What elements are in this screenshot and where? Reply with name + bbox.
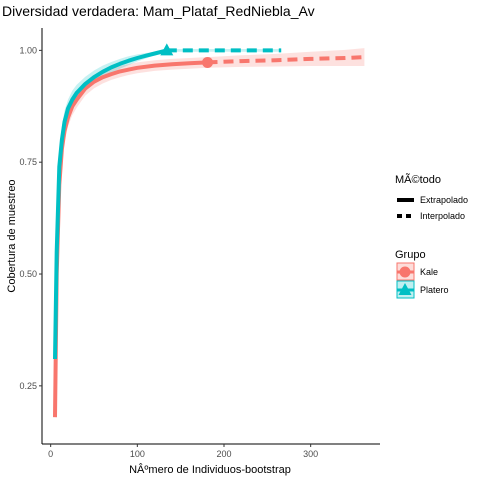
legend-group-label: Kale bbox=[420, 267, 438, 277]
legend: MÃ©todo Extrapolado Interpolado Grupo Kal… bbox=[395, 173, 468, 298]
x-tick-label: 100 bbox=[130, 449, 145, 459]
x-axis-ticks: 0 100 200 300 bbox=[48, 444, 318, 459]
x-axis-title: NÂºmero de Individuos-bootstrap bbox=[129, 463, 291, 476]
legend-method-label: Extrapolado bbox=[420, 195, 468, 205]
line-solid-kale bbox=[55, 62, 208, 417]
y-tick-label: 0.50 bbox=[19, 269, 37, 279]
legend-group-marker-kale bbox=[400, 267, 411, 278]
y-tick-label: 0.75 bbox=[19, 157, 37, 167]
observed-point-kale bbox=[202, 57, 213, 68]
band-kale bbox=[55, 48, 364, 419]
legend-method-items: Extrapolado Interpolado bbox=[397, 195, 468, 221]
y-tick-label: 1.00 bbox=[19, 45, 37, 55]
y-axis-title: Cobertura de muestreo bbox=[6, 179, 18, 292]
confidence-bands bbox=[55, 48, 364, 419]
legend-group-title: Grupo bbox=[395, 249, 426, 261]
legend-method-label: Interpolado bbox=[420, 211, 465, 221]
band-platero bbox=[55, 49, 281, 364]
chart-title: Diversidad verdadera: Mam_Plataf_RedNieb… bbox=[2, 3, 315, 19]
series-lines bbox=[55, 50, 364, 417]
x-tick-label: 200 bbox=[216, 449, 231, 459]
legend-method-title: MÃ©todo bbox=[395, 173, 441, 186]
y-axis-ticks: 0.25 0.50 0.75 1.00 bbox=[19, 45, 42, 390]
x-tick-label: 300 bbox=[303, 449, 318, 459]
x-tick-label: 0 bbox=[48, 449, 53, 459]
legend-group-label: Platero bbox=[420, 285, 449, 295]
legend-group-items: Kale Platero bbox=[397, 263, 449, 298]
y-tick-label: 0.25 bbox=[19, 381, 37, 391]
